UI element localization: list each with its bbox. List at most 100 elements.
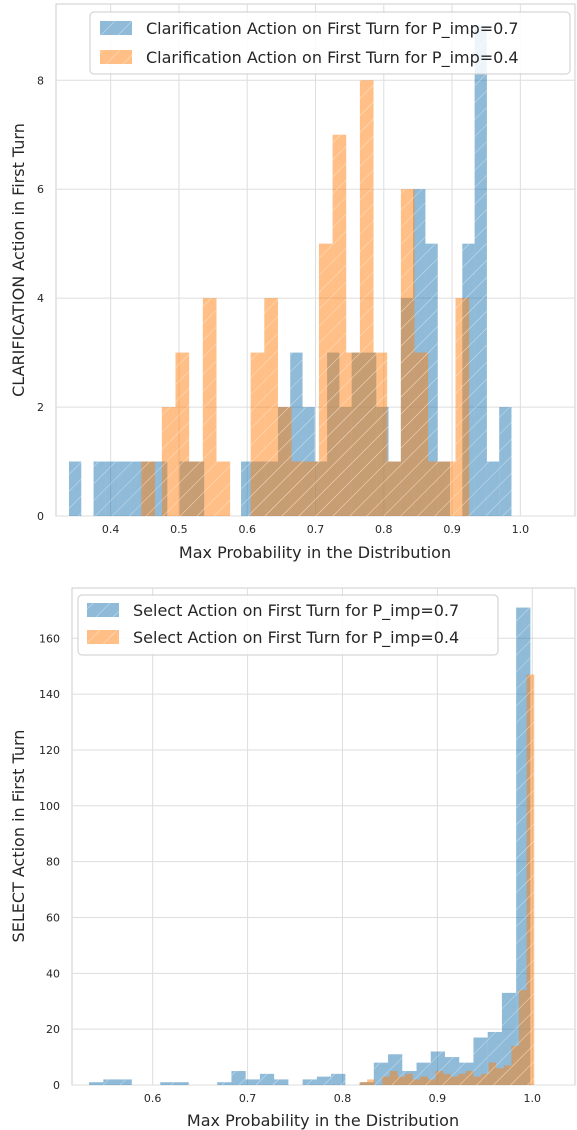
x-tick-label: 0.8 bbox=[375, 523, 393, 536]
histogram-bar-hatch bbox=[175, 352, 190, 516]
histogram-bar-hatch bbox=[414, 352, 429, 516]
legend-label-p04: Clarification Action on First Turn for P… bbox=[146, 48, 519, 68]
y-tick-label: 4 bbox=[37, 292, 44, 305]
legend-label-p04: Select Action on First Turn for P_imp=0.… bbox=[133, 628, 459, 648]
histogram-bar-hatch bbox=[231, 1071, 246, 1085]
histogram-bar-hatch bbox=[118, 461, 131, 516]
x-tick-label: 0.6 bbox=[144, 1092, 162, 1105]
histogram-bar-hatch bbox=[250, 352, 265, 516]
y-tick-label: 8 bbox=[37, 74, 44, 87]
histogram-bar-hatch bbox=[160, 1082, 175, 1085]
histogram-bar-hatch bbox=[367, 1079, 375, 1085]
histogram-bar-hatch bbox=[331, 1073, 346, 1085]
x-tick-label: 0.8 bbox=[334, 1092, 352, 1105]
histogram-bar-hatch bbox=[450, 1076, 459, 1085]
legend-label-p07: Select Action on First Turn for P_imp=0.… bbox=[133, 601, 459, 621]
x-tick-label: 0.7 bbox=[307, 523, 325, 536]
histogram-bar-hatch bbox=[217, 1082, 232, 1085]
histogram-bar-hatch bbox=[277, 407, 292, 516]
histogram-bar-hatch bbox=[302, 1079, 317, 1085]
histogram-bar-hatch bbox=[519, 990, 527, 1085]
histogram-bar-hatch bbox=[428, 461, 442, 516]
histogram-bar-hatch bbox=[435, 1071, 444, 1085]
legend-label-p07: Clarification Action on First Turn for P… bbox=[146, 19, 519, 39]
y-tick-label: 2 bbox=[37, 401, 44, 414]
x-tick-labels: 0.6 0.7 0.8 0.9 1.0 bbox=[144, 1092, 541, 1105]
y-tick-label: 120 bbox=[39, 744, 60, 757]
x-tick-label: 0.4 bbox=[102, 523, 120, 536]
histogram-bar-hatch bbox=[425, 243, 438, 516]
histogram-bar-hatch bbox=[496, 1068, 504, 1085]
histogram-bar-hatch bbox=[420, 1076, 428, 1085]
x-tick-label: 0.9 bbox=[443, 523, 461, 536]
histogram-bar-hatch bbox=[346, 352, 360, 516]
histogram-bar-hatch bbox=[117, 1079, 132, 1085]
histogram-bar-hatch bbox=[103, 1079, 118, 1085]
x-tick-label: 0.6 bbox=[238, 523, 256, 536]
x-tick-label: 0.7 bbox=[239, 1092, 257, 1105]
x-tick-label: 1.0 bbox=[524, 1092, 542, 1105]
x-axis-label: Max Probability in the Distribution bbox=[179, 543, 451, 562]
histogram-bar-hatch bbox=[189, 461, 203, 516]
histogram-bar-hatch bbox=[412, 1079, 421, 1085]
histogram-bar-hatch bbox=[473, 1076, 482, 1085]
histogram-bar-hatch bbox=[382, 1076, 390, 1085]
histogram-bar-hatch bbox=[359, 1082, 368, 1085]
histogram-bar-hatch bbox=[216, 461, 231, 516]
y-tick-label: 80 bbox=[46, 856, 60, 869]
histogram-bar-hatch bbox=[105, 461, 119, 516]
histogram-bar-hatch bbox=[68, 461, 82, 516]
grid-lines bbox=[56, 4, 575, 517]
clarification-histogram: 0.4 0.5 0.6 0.7 0.8 0.9 1.0 0 2 4 6 8 Max Probabil… bbox=[9, 3, 576, 562]
histogram-bar-hatch bbox=[458, 1073, 466, 1085]
histogram-bar-hatch bbox=[474, 25, 487, 517]
histogram-bar-hatch bbox=[264, 298, 278, 516]
histogram-bar-hatch bbox=[481, 1073, 489, 1085]
y-tick-label: 160 bbox=[39, 632, 60, 645]
y-tick-labels: 0 2 4 6 8 bbox=[37, 74, 44, 523]
histogram-bar-hatch bbox=[93, 461, 106, 516]
histogram-bar-hatch bbox=[511, 1045, 520, 1085]
histogram-bar-hatch bbox=[405, 1073, 413, 1085]
histogram-bar-hatch bbox=[465, 1071, 474, 1085]
histogram-bar-hatch bbox=[400, 189, 415, 517]
histogram-bar-hatch bbox=[259, 1073, 275, 1085]
histogram-bar-hatch bbox=[397, 1076, 406, 1085]
y-tick-label: 0 bbox=[53, 1079, 60, 1092]
legend-box bbox=[77, 594, 499, 656]
histogram-bar-hatch bbox=[526, 674, 535, 1085]
y-tick-label: 40 bbox=[46, 967, 60, 980]
plot-frame bbox=[71, 587, 576, 1086]
histogram-bar-hatch bbox=[486, 461, 500, 516]
histogram-bar-hatch bbox=[202, 298, 217, 516]
y-axis-label: CLARIFICATION Action in First Turn bbox=[9, 123, 28, 397]
histogram-bar-hatch bbox=[241, 461, 254, 516]
histogram-bar-hatch bbox=[389, 1071, 398, 1085]
histogram-bars bbox=[68, 25, 512, 517]
histogram-bar-hatch bbox=[488, 1062, 497, 1085]
histogram-bar-hatch bbox=[130, 461, 143, 516]
y-tick-label: 140 bbox=[39, 688, 60, 701]
histogram-bar-hatch bbox=[441, 461, 456, 516]
histogram-bar-hatch bbox=[332, 134, 347, 517]
legend-box bbox=[89, 11, 571, 75]
y-tick-label: 6 bbox=[37, 183, 44, 196]
histogram-bar-hatch bbox=[503, 1065, 512, 1085]
x-tick-label: 0.5 bbox=[170, 523, 188, 536]
x-axis-label: Max Probability in the Distribution bbox=[187, 1111, 459, 1130]
histogram-bar-hatch bbox=[318, 243, 333, 516]
x-tick-label: 1.0 bbox=[512, 523, 530, 536]
x-tick-labels: 0.4 0.5 0.6 0.7 0.8 0.9 1.0 bbox=[102, 523, 529, 536]
histogram-bar-hatch bbox=[443, 1073, 451, 1085]
histogram-bar-hatch bbox=[274, 1079, 289, 1085]
histogram-bar-hatch bbox=[455, 298, 470, 516]
y-tick-labels: 0 20 40 60 80 100 120 140 160 bbox=[39, 632, 60, 1092]
histogram-bar-hatch bbox=[427, 1079, 436, 1085]
y-tick-label: 60 bbox=[46, 911, 60, 924]
y-tick-label: 0 bbox=[37, 510, 44, 523]
histogram-bar-hatch bbox=[245, 1079, 260, 1085]
histogram-bar-hatch bbox=[141, 461, 156, 516]
histogram-bar-hatch bbox=[305, 461, 319, 516]
select-histogram: 0.6 0.7 0.8 0.9 1.0 0 20 40 60 80 100 120 140 160 Ma… bbox=[9, 587, 576, 1130]
histogram-bar-hatch bbox=[316, 1076, 332, 1085]
